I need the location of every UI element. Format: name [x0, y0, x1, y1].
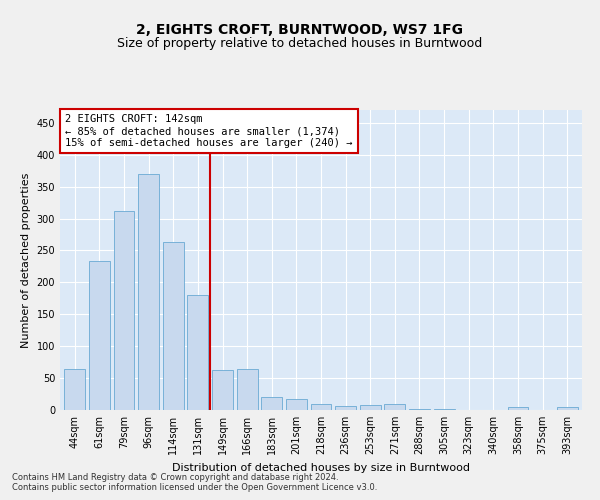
Bar	[311, 404, 331, 410]
Y-axis label: Number of detached properties: Number of detached properties	[21, 172, 31, 348]
Bar	[286, 398, 307, 410]
Bar	[261, 397, 282, 410]
Bar	[236, 368, 257, 410]
Bar	[138, 174, 159, 410]
Text: Contains HM Land Registry data © Crown copyright and database right 2024.: Contains HM Land Registry data © Crown c…	[12, 472, 338, 482]
X-axis label: Distribution of detached houses by size in Burntwood: Distribution of detached houses by size …	[172, 462, 470, 472]
Text: Size of property relative to detached houses in Burntwood: Size of property relative to detached ho…	[118, 38, 482, 51]
Bar	[508, 408, 529, 410]
Bar	[335, 406, 356, 410]
Text: 2 EIGHTS CROFT: 142sqm
← 85% of detached houses are smaller (1,374)
15% of semi-: 2 EIGHTS CROFT: 142sqm ← 85% of detached…	[65, 114, 353, 148]
Bar	[385, 404, 406, 410]
Bar	[360, 405, 381, 410]
Text: Contains public sector information licensed under the Open Government Licence v3: Contains public sector information licen…	[12, 482, 377, 492]
Text: 2, EIGHTS CROFT, BURNTWOOD, WS7 1FG: 2, EIGHTS CROFT, BURNTWOOD, WS7 1FG	[137, 22, 464, 36]
Bar	[187, 295, 208, 410]
Bar	[89, 260, 110, 410]
Bar	[409, 408, 430, 410]
Bar	[163, 242, 184, 410]
Bar	[557, 408, 578, 410]
Bar	[113, 211, 134, 410]
Bar	[212, 370, 233, 410]
Bar	[64, 368, 85, 410]
